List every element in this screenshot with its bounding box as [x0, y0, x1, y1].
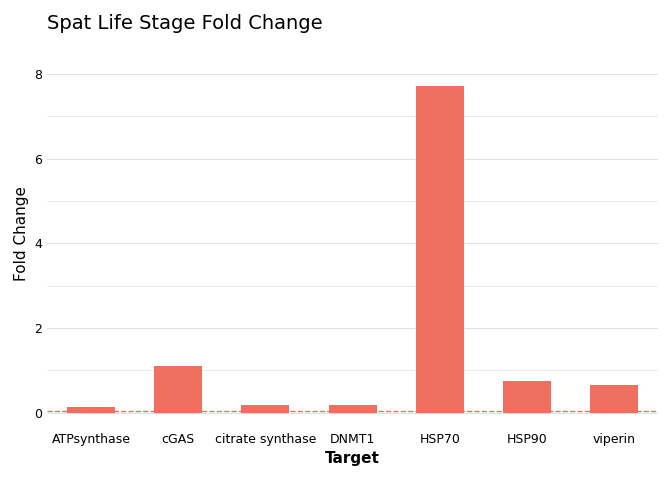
- Text: Spat Life Stage Fold Change: Spat Life Stage Fold Change: [47, 14, 323, 33]
- Bar: [67, 407, 115, 413]
- Y-axis label: Fold Change: Fold Change: [14, 186, 29, 281]
- Bar: [329, 405, 377, 413]
- Bar: [416, 86, 464, 413]
- Bar: [503, 381, 551, 413]
- Bar: [154, 366, 202, 413]
- X-axis label: Target: Target: [325, 451, 380, 466]
- Bar: [591, 385, 638, 413]
- Bar: [241, 405, 290, 413]
